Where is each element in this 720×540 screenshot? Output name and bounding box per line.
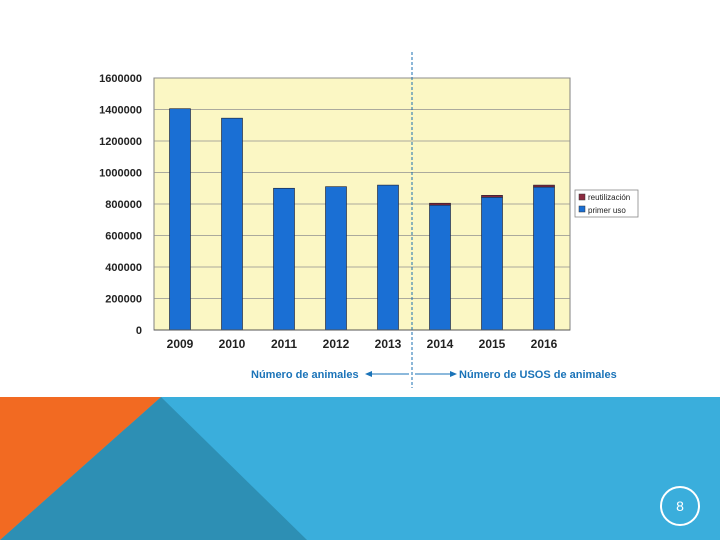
annotation-right-text: Número de USOS de animales — [459, 369, 617, 381]
x-tick-label-2015: 2015 — [479, 337, 506, 351]
legend-label-first-use: primer uso — [588, 206, 626, 215]
bar-first-use-2013 — [377, 184, 399, 331]
bar-first-use-2011 — [273, 187, 295, 331]
legend-box — [574, 189, 639, 218]
x-tick-label-2010: 2010 — [219, 337, 246, 351]
x-tick-label-2012: 2012 — [323, 337, 350, 351]
y-axis-ticks: 0 200000 400000 600000 800000 1000000 1200000 1… — [99, 73, 142, 337]
legend-swatch-first-use — [578, 205, 586, 213]
bars — [169, 108, 555, 331]
y-tick-label: 600000 — [105, 231, 142, 243]
bar-first-use-2012 — [325, 186, 347, 331]
annotation-right: Número de USOS de animales — [415, 369, 617, 381]
bar-first-use-2014 — [429, 204, 451, 331]
bar-first-use-2009 — [169, 108, 191, 331]
legend: reutilización primer uso — [574, 189, 639, 218]
y-tick-label: 1000000 — [99, 168, 142, 180]
y-tick-label: 1400000 — [99, 105, 142, 117]
x-tick-label-2016: 2016 — [531, 337, 558, 351]
x-axis-ticks: 2009 2010 2011 2012 2013 2014 2015 2016 — [167, 337, 558, 351]
x-tick-label-2014: 2014 — [427, 337, 454, 351]
y-tick-label: 800000 — [105, 199, 142, 211]
legend-swatch-reuse — [578, 193, 586, 201]
y-tick-label: 1200000 — [99, 136, 142, 148]
legend-label-reuse: reutilización — [588, 193, 630, 202]
footer-decoration — [0, 397, 720, 540]
footer-orange-triangle — [0, 397, 161, 540]
x-tick-label-2011: 2011 — [271, 337, 297, 351]
arrow-left-head — [365, 371, 372, 377]
chart: 0 200000 400000 600000 800000 1000000 1200000 1… — [99, 52, 639, 388]
y-tick-label: 1600000 — [99, 73, 142, 85]
footer-teal-triangle — [0, 397, 307, 540]
y-tick-label: 0 — [136, 325, 142, 337]
bar-reuse-2014 — [429, 202, 451, 206]
bar-reuse-2016 — [533, 184, 555, 188]
bar-first-use-2015 — [481, 196, 503, 331]
x-tick-label-2013: 2013 — [375, 337, 402, 351]
y-tick-label: 200000 — [105, 294, 142, 306]
arrow-right-head — [450, 371, 457, 377]
bar-first-use-2016 — [533, 186, 555, 331]
page-number-badge: 8 — [660, 486, 700, 526]
bar-reuse-2015 — [481, 195, 503, 198]
x-tick-label-2009: 2009 — [167, 337, 194, 351]
annotation-left-text: Número de animales — [251, 369, 359, 381]
annotation-left: Número de animales — [251, 369, 409, 381]
y-tick-label: 400000 — [105, 262, 142, 274]
bar-first-use-2010 — [221, 117, 243, 331]
page-number: 8 — [676, 498, 684, 514]
